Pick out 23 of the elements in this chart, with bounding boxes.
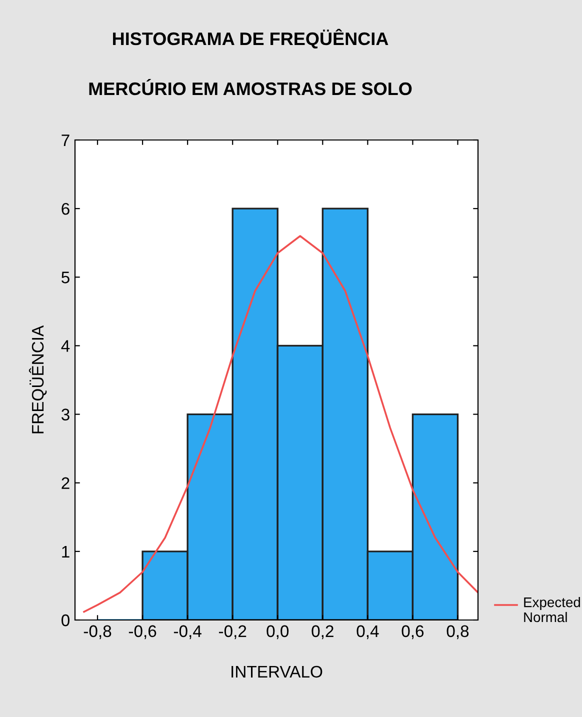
x-tick-label: -0,2 [218, 625, 246, 640]
chart-subtitle: MERCÚRIO EM AMOSTRAS DE SOLO [89, 79, 412, 96]
x-tick-label: 0,6 [402, 625, 424, 640]
y-tick-label: 7 [62, 134, 70, 146]
y-tick-label: 2 [62, 477, 70, 489]
x-tick-label: -0,6 [128, 625, 156, 640]
line-series [83, 235, 478, 613]
x-tick-label: 0,2 [312, 625, 334, 640]
y-tick-label: 3 [62, 408, 70, 420]
x-axis-title: INTERVALO [232, 666, 322, 678]
chart-title: HISTOGRAMA DE FREQÜÊNCIA [113, 28, 388, 49]
x-tick-label: -0,4 [174, 625, 202, 640]
y-tick-label: 4 [61, 340, 70, 352]
y-tick-label: 1 [62, 546, 70, 558]
y-tick-label: 0 [62, 614, 70, 626]
x-tick-label: 0,0 [266, 625, 289, 640]
x-tick-label: -0,8 [84, 625, 112, 640]
y-axis-title: FREQÜÊNCIA [28, 325, 47, 434]
legend-label: Expected Normal [524, 597, 580, 622]
y-tick-label: 6 [62, 202, 70, 215]
x-tick-label: 0,4 [356, 625, 379, 640]
y-tick-label: 5 [62, 272, 70, 284]
x-tick-label: 0,8 [446, 625, 469, 640]
